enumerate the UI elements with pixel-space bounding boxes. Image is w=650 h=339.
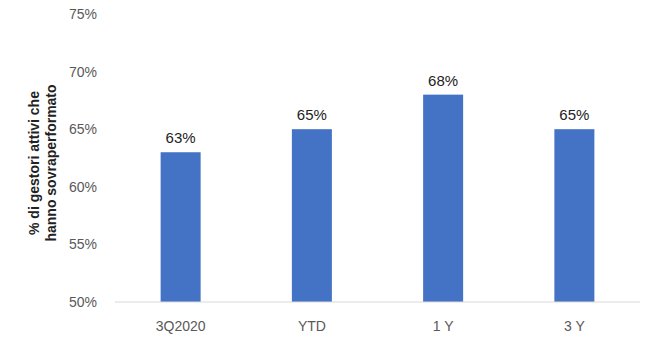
- y-tick: [112, 244, 115, 245]
- x-tick-label: 3Q2020: [156, 318, 206, 334]
- bar: [292, 129, 332, 302]
- y-axis-title: % di gestori attivi chehanno sovraperfor…: [26, 84, 59, 241]
- chart: 50% 55% 60% 65% 70% 75% 63% 65% 68% 65% 3Q2020 YTD 1…: [0, 0, 650, 339]
- x-axis-line: [115, 302, 640, 303]
- y-tick: [112, 186, 115, 187]
- bar: [423, 95, 463, 302]
- y-tick: [112, 302, 115, 303]
- y-tick: [112, 14, 115, 15]
- y-tick-label: 70%: [69, 64, 97, 80]
- data-label: 65%: [559, 106, 589, 123]
- y-tick-label: 55%: [69, 236, 97, 252]
- bar: [161, 152, 201, 302]
- y-tick-label: 75%: [69, 6, 97, 22]
- x-tick-label: 1 Y: [433, 318, 454, 334]
- data-label: 65%: [297, 106, 327, 123]
- data-label: 68%: [428, 72, 458, 89]
- y-axis-title-line: % di gestori attivi che: [26, 91, 42, 235]
- bars: [161, 95, 595, 302]
- y-tick: [112, 71, 115, 72]
- y-axis-title-line: hanno sovraperformato: [43, 84, 59, 241]
- y-tick-label: 50%: [69, 294, 97, 310]
- bar: [554, 129, 594, 302]
- y-tick: [112, 129, 115, 130]
- y-tick-label: 60%: [69, 179, 97, 195]
- data-label: 63%: [166, 129, 196, 146]
- y-tick-label: 65%: [69, 121, 97, 137]
- x-tick-label: 3 Y: [564, 318, 585, 334]
- x-tick-label: YTD: [298, 318, 326, 334]
